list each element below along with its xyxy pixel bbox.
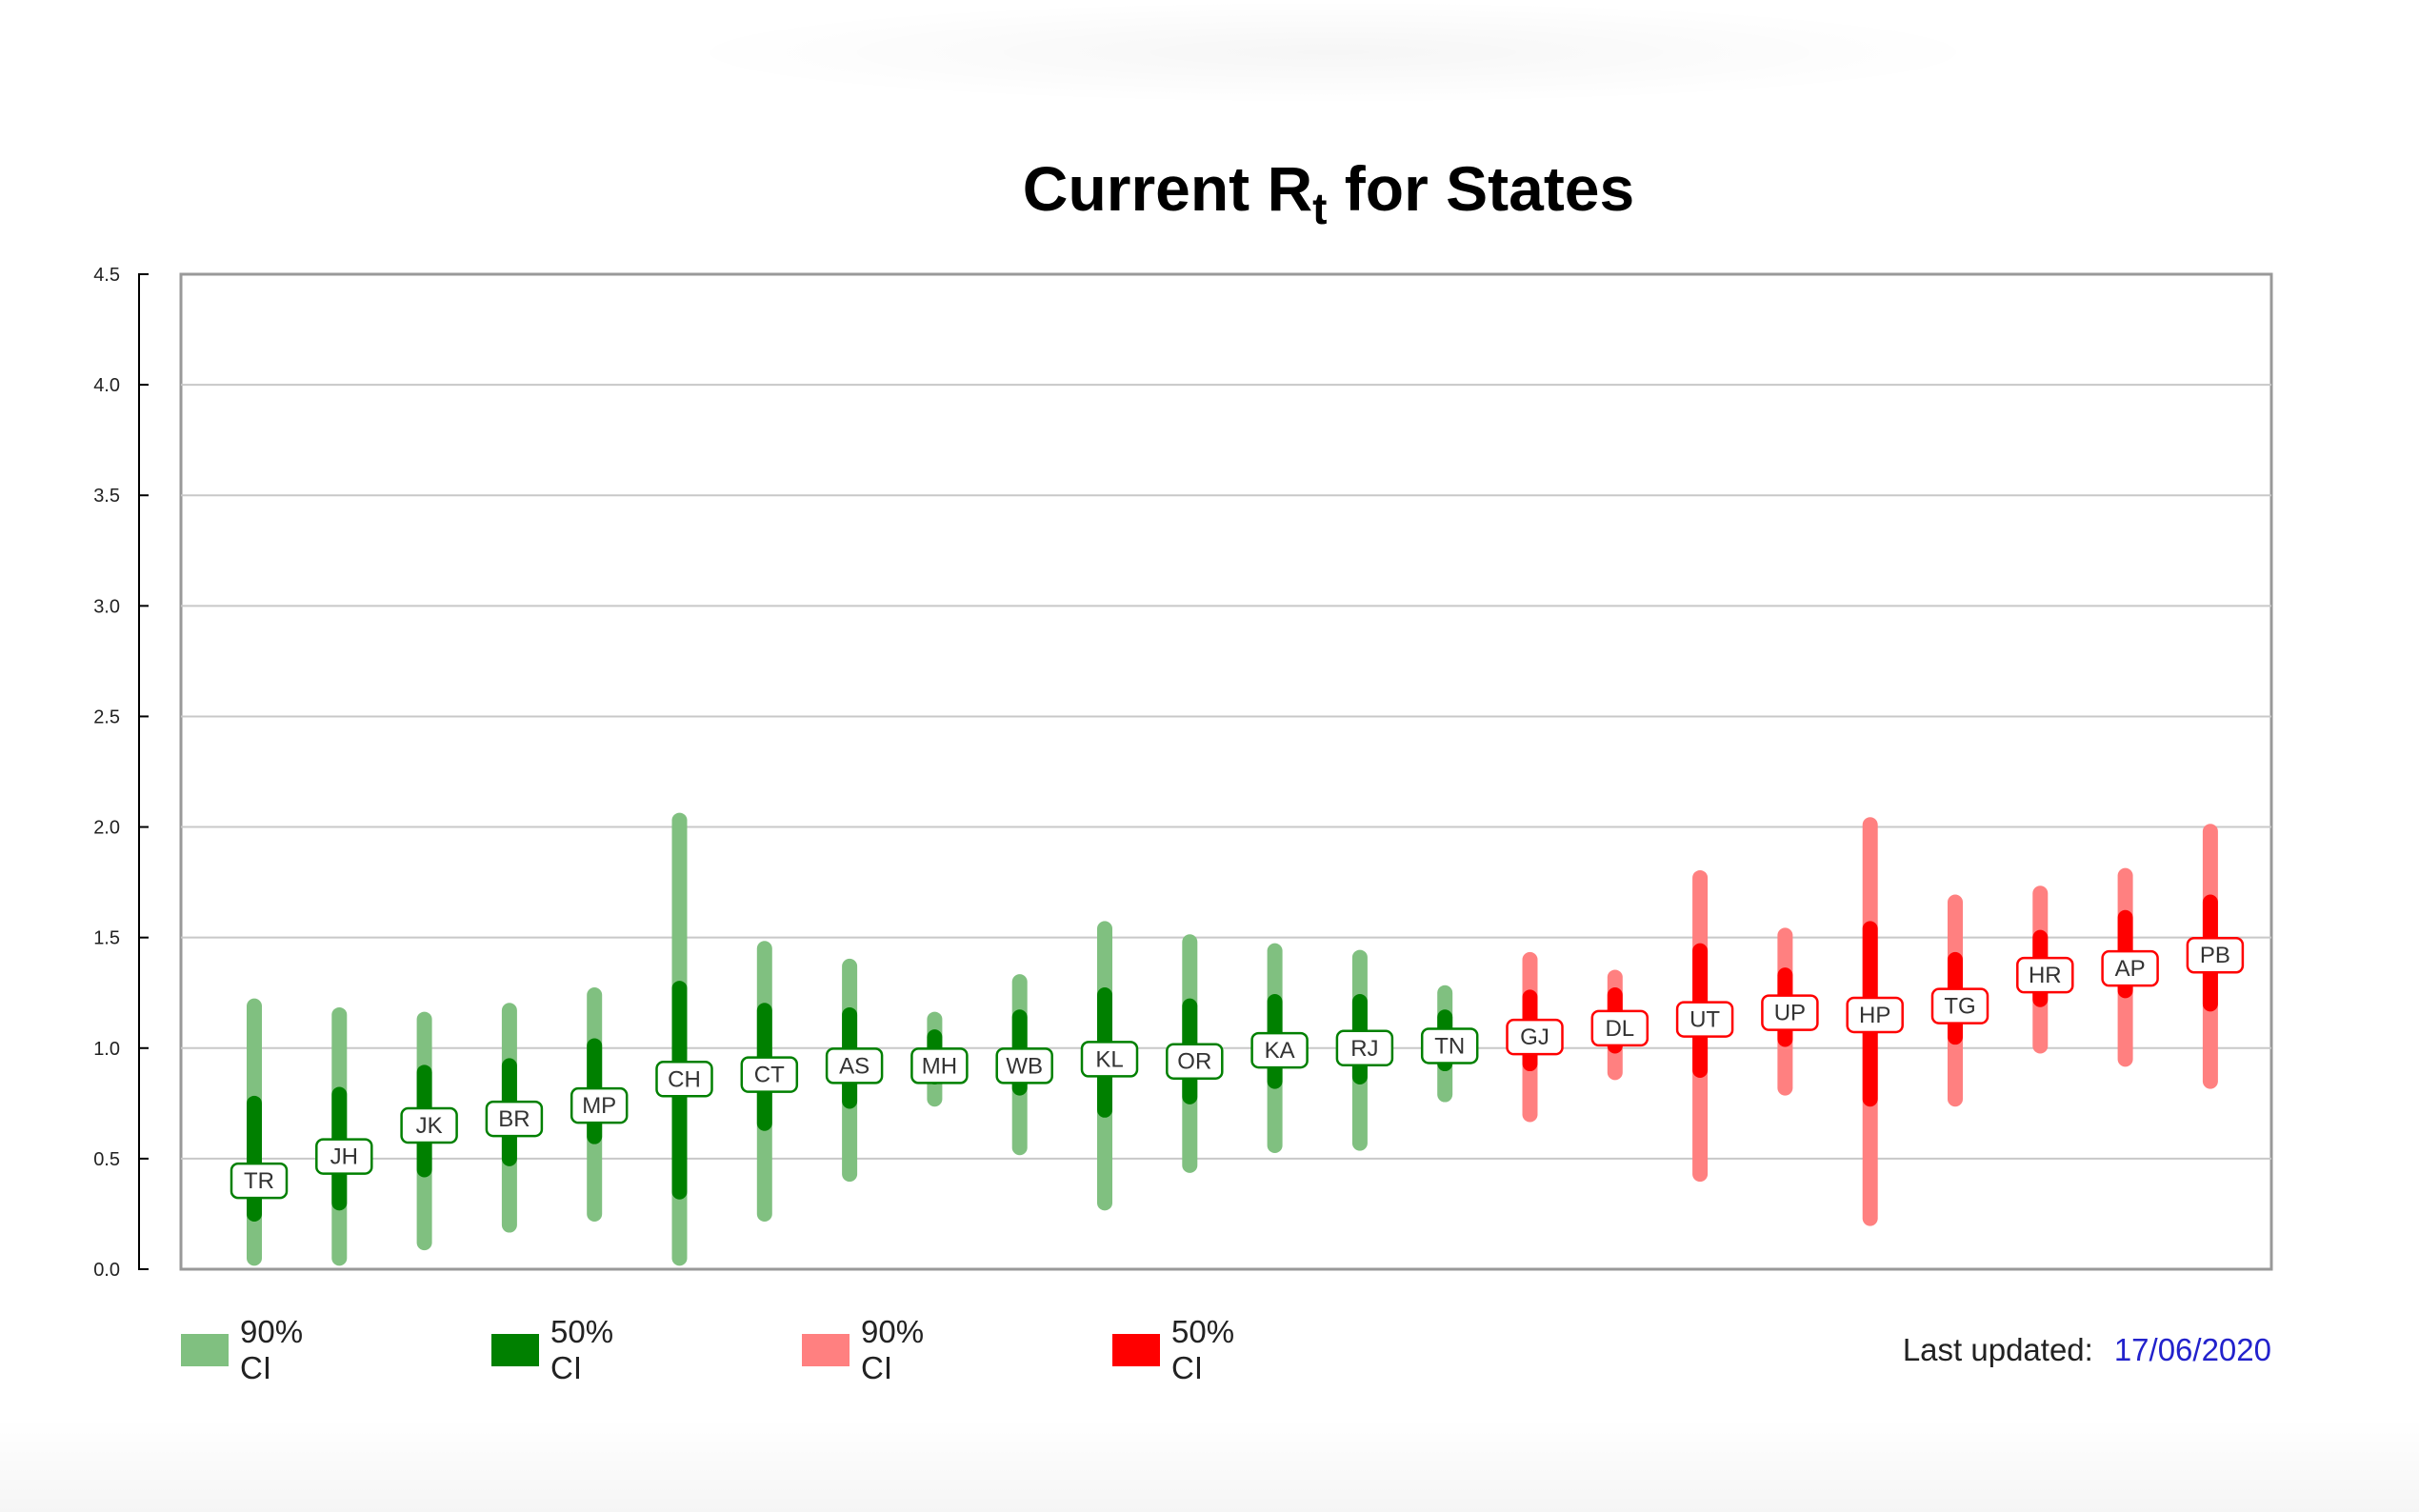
state-label-box-jh — [315, 1138, 373, 1175]
state-label-or: OR — [1177, 1049, 1211, 1075]
legend-item: 50% CI — [1112, 1314, 1249, 1385]
state-label-wb: WB — [1006, 1053, 1043, 1079]
chart-title-subscript: t — [1312, 184, 1328, 234]
state-label-jh: JH — [330, 1144, 358, 1170]
state-label-dl: DL — [1605, 1016, 1634, 1042]
plot-frame — [179, 272, 2273, 1271]
state-label-box-tg — [1930, 987, 1989, 1025]
state-label-hr: HR — [2029, 963, 2062, 988]
state-label-box-up — [1761, 994, 1819, 1031]
legend-item: 50% CI — [491, 1314, 629, 1385]
legend-swatch — [1112, 1334, 1161, 1366]
state-label-tn: TN — [1434, 1033, 1465, 1059]
bottom-shade — [0, 1419, 2419, 1512]
state-label-box-pb — [2186, 936, 2245, 974]
state-label-box-mh — [910, 1047, 969, 1084]
legend-label: 90% CI — [240, 1314, 304, 1385]
legend-label: 50% CI — [550, 1314, 614, 1385]
state-label-as: AS — [839, 1053, 870, 1079]
legend-item: 90% CI — [181, 1314, 318, 1385]
state-label-tr: TR — [244, 1168, 274, 1194]
last-updated-label: Last updated: — [1902, 1332, 2093, 1367]
state-label-box-mp — [570, 1086, 629, 1124]
state-label-box-ut — [1675, 1001, 1734, 1038]
state-label-box-hr — [2016, 956, 2074, 994]
state-label-rj: RJ — [1350, 1036, 1378, 1062]
state-label-mh: MH — [922, 1053, 957, 1079]
state-label-box-dl — [1590, 1009, 1649, 1047]
y-tick-label: 1.0 — [93, 1039, 120, 1060]
legend-swatch — [181, 1334, 230, 1366]
state-label-up: UP — [1774, 1001, 1806, 1026]
state-label-ch: CH — [668, 1066, 701, 1092]
state-label-ut: UT — [1689, 1007, 1720, 1033]
state-label-box-as — [825, 1047, 884, 1084]
y-tick-label: 0.5 — [93, 1149, 120, 1170]
legend-label: 50% CI — [1171, 1314, 1235, 1385]
y-axis: 0.0 0.5 1.0 1.5 2.0 2.5 3.0 3.5 4.0 4.5 — [93, 265, 149, 1281]
state-labels-layer: TR JH JK BR MP CH CT AS MH WB KL OR KA RJ TN GJ DL UT UP HP… — [230, 936, 2245, 1200]
last-updated-date: 17/06/2020 — [2113, 1332, 2271, 1367]
y-tick-label: 4.0 — [93, 375, 120, 396]
state-label-br: BR — [498, 1106, 530, 1132]
chart-title: Current Rt for States — [0, 152, 2419, 234]
state-label-hp: HP — [1859, 1003, 1890, 1028]
state-label-ct: CT — [754, 1063, 785, 1088]
state-label-tg: TG — [1944, 994, 1975, 1020]
state-label-box-ka — [1250, 1031, 1309, 1069]
state-label-box-ct — [740, 1056, 799, 1093]
state-label-box-jk — [400, 1106, 458, 1144]
state-label-jk: JK — [416, 1113, 443, 1139]
legend-swatch — [491, 1334, 540, 1366]
state-label-box-br — [485, 1100, 544, 1138]
y-tick-label: 4.5 — [93, 265, 120, 286]
state-label-box-wb — [995, 1047, 1053, 1084]
bars-layer — [247, 812, 2218, 1266]
state-label-box-ch — [655, 1061, 713, 1098]
state-label-gj: GJ — [1520, 1025, 1549, 1050]
y-tick-label: 3.5 — [93, 486, 120, 507]
y-tick-label: 2.0 — [93, 818, 120, 839]
state-label-kl: KL — [1095, 1046, 1123, 1072]
state-label-pb: PB — [2200, 943, 2230, 968]
state-label-mp: MP — [582, 1093, 616, 1119]
legend-label: 90% CI — [861, 1314, 925, 1385]
chart-title-main: Current R — [1022, 153, 1313, 224]
chart-title-rest: for States — [1327, 153, 1635, 224]
legend-swatch — [802, 1334, 850, 1366]
state-label-box-gj — [1506, 1018, 1564, 1056]
state-label-box-rj — [1335, 1029, 1394, 1067]
state-label-ap: AP — [2115, 956, 2146, 982]
y-tick-label: 0.0 — [93, 1260, 120, 1281]
y-tick-label: 3.0 — [93, 596, 120, 617]
state-label-box-ap — [2101, 949, 2159, 987]
top-shade — [667, 0, 2000, 105]
legend-item: 90% CI — [802, 1314, 939, 1385]
state-label-box-or — [1166, 1043, 1224, 1080]
state-label-ka: KA — [1265, 1038, 1295, 1064]
last-updated: Last updated: 17/06/2020 — [1903, 1326, 2271, 1374]
y-tick-label: 2.5 — [93, 706, 120, 727]
y-tick-label: 1.5 — [93, 928, 120, 949]
state-label-box-tr — [230, 1162, 289, 1200]
grid-layer — [179, 272, 2273, 1271]
state-label-box-hp — [1846, 996, 1904, 1034]
state-label-box-tn — [1420, 1027, 1479, 1064]
state-label-box-kl — [1080, 1041, 1139, 1078]
